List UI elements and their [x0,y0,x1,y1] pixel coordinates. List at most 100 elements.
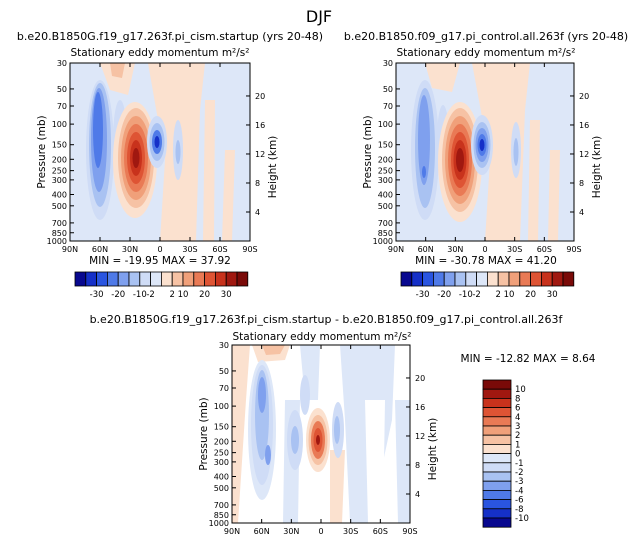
panel-2-field [396,63,574,241]
pressure-tick-label: 400 [214,472,229,481]
pressure-tick-label: 250 [52,167,67,176]
pressure-tick-label: 400 [378,190,393,199]
colorbar-label: -10 [459,290,473,300]
height-tick-label: 16 [579,121,589,130]
colorbar-swatch [482,388,512,399]
x-tick-label: 0 [318,527,323,536]
colorbar-swatch [182,271,195,287]
pressure-axis-label: Pressure (mb) [198,397,210,470]
colorbar-swatch [482,379,512,390]
colorbar-swatch [482,489,512,500]
colorbar-label: 10 [504,290,515,300]
colorbar-label: -20 [111,290,125,300]
x-tick-label: 90S [566,245,581,254]
colorbar-label: -2 [472,290,480,300]
pressure-tick-label: 30 [219,341,229,350]
height-tick-label: 16 [415,403,425,412]
pressure-tick-label: 50 [219,367,229,376]
colorbar-label: -6 [515,496,523,506]
colorbar-swatch [508,271,521,287]
pressure-tick-label: 100 [214,402,229,411]
colorbar-swatch [482,462,512,473]
colorbar-swatch [96,271,108,287]
colorbar-swatch [465,271,477,287]
colorbar-swatch [225,271,238,287]
pressure-tick-label: 150 [378,141,393,150]
pressure-tick-label: 30 [57,59,67,68]
panel-2-case: b.e20.B1850.f09_g17.pi_control.all.263f … [344,30,628,43]
height-axis-label: Height (km) [427,418,439,481]
x-tick-label: 30S [507,245,522,254]
pressure-tick-label: 700 [214,501,229,510]
colorbar-label: -2 [515,468,523,478]
colorbar-swatch [486,271,499,287]
colorbar-label: -10 [515,514,529,524]
colorbar-swatch [214,271,227,287]
colorbar-swatch [476,271,488,287]
colorbar-label: 3 [515,422,520,432]
pressure-tick-label: 700 [52,219,67,228]
pressure-tick-label: 1000 [47,237,67,246]
colorbar-swatch [541,271,553,287]
x-tick-label: 60S [373,527,388,536]
colorbar-label: 10 [515,385,526,395]
colorbar-swatch [562,271,575,287]
colorbar-swatch [411,271,423,287]
pressure-tick-label: 850 [214,511,229,520]
colorbar-swatch [107,271,119,287]
colorbar-swatch [482,416,512,427]
pressure-tick-label: 100 [378,120,393,129]
colorbar-label: 30 [547,290,558,300]
pressure-tick-label: 400 [52,190,67,199]
colorbar-label: -3 [515,477,523,487]
x-tick-label: 90N [62,245,78,254]
colorbar-swatch [497,271,510,287]
panel-2-title: Stationary eddy momentum m²/s² [397,47,576,59]
colorbar-swatch [482,407,512,418]
colorbar-swatch [171,271,184,287]
height-tick-label: 8 [415,461,420,470]
colorbar-swatch [482,425,512,436]
height-tick-label: 8 [255,179,260,188]
colorbar-swatch [482,434,512,445]
height-tick-label: 8 [579,179,584,188]
colorbar-label: 0 [515,450,520,460]
colorbar-swatch [432,271,445,287]
pressure-tick-label: 200 [378,155,393,164]
colorbar-label: 8 [515,394,520,404]
x-tick-label: 0 [157,245,162,254]
colorbar-label: 2 [495,290,500,300]
colorbar-swatch [551,271,564,287]
pressure-tick-label: 50 [57,85,67,94]
colorbar-swatch [236,271,249,287]
colorbar-swatch [204,271,216,287]
colorbar-swatch [139,271,152,287]
axes: 90N 60N 30N 0 30S 60S 90S305070100150200250300… [36,59,603,536]
colorbar-swatch [482,443,512,454]
height-tick-label: 4 [255,208,260,217]
colorbar-label: 20 [199,290,210,300]
x-tick-label: 30N [283,527,299,536]
pressure-tick-label: 700 [378,219,393,228]
colorbar-label: 6 [515,404,520,414]
pressure-tick-label: 250 [378,167,393,176]
colorbar-label: 20 [525,290,536,300]
pressure-tick-label: 200 [214,437,229,446]
x-tick-label: 30N [122,245,138,254]
colorbar-label: -2 [146,290,154,300]
panel-1-stats: MIN = -19.95 MAX = 37.92 [89,255,231,267]
colorbar-swatch [482,471,512,482]
colorbar-swatch [482,499,512,510]
colorbar-label: -4 [515,486,523,496]
panel-2-axes: 90N 60N 30N 0 30S 60S 90S 30 50 70 100 150 200 250300… [362,59,603,254]
x-tick-label: 30S [343,527,358,536]
colorbar-swatch [482,480,512,491]
colorbar-swatch [160,271,173,287]
x-tick-label: 0 [482,245,487,254]
height-tick-label: 4 [415,490,420,499]
colorbar-swatch [128,271,141,287]
x-tick-label: 60S [212,245,227,254]
pressure-tick-label: 300 [378,176,393,185]
pressure-tick-label: 100 [52,120,67,129]
panel-3-case: b.e20.B1850G.f19_g17.263f.pi_cism.startu… [90,313,564,326]
